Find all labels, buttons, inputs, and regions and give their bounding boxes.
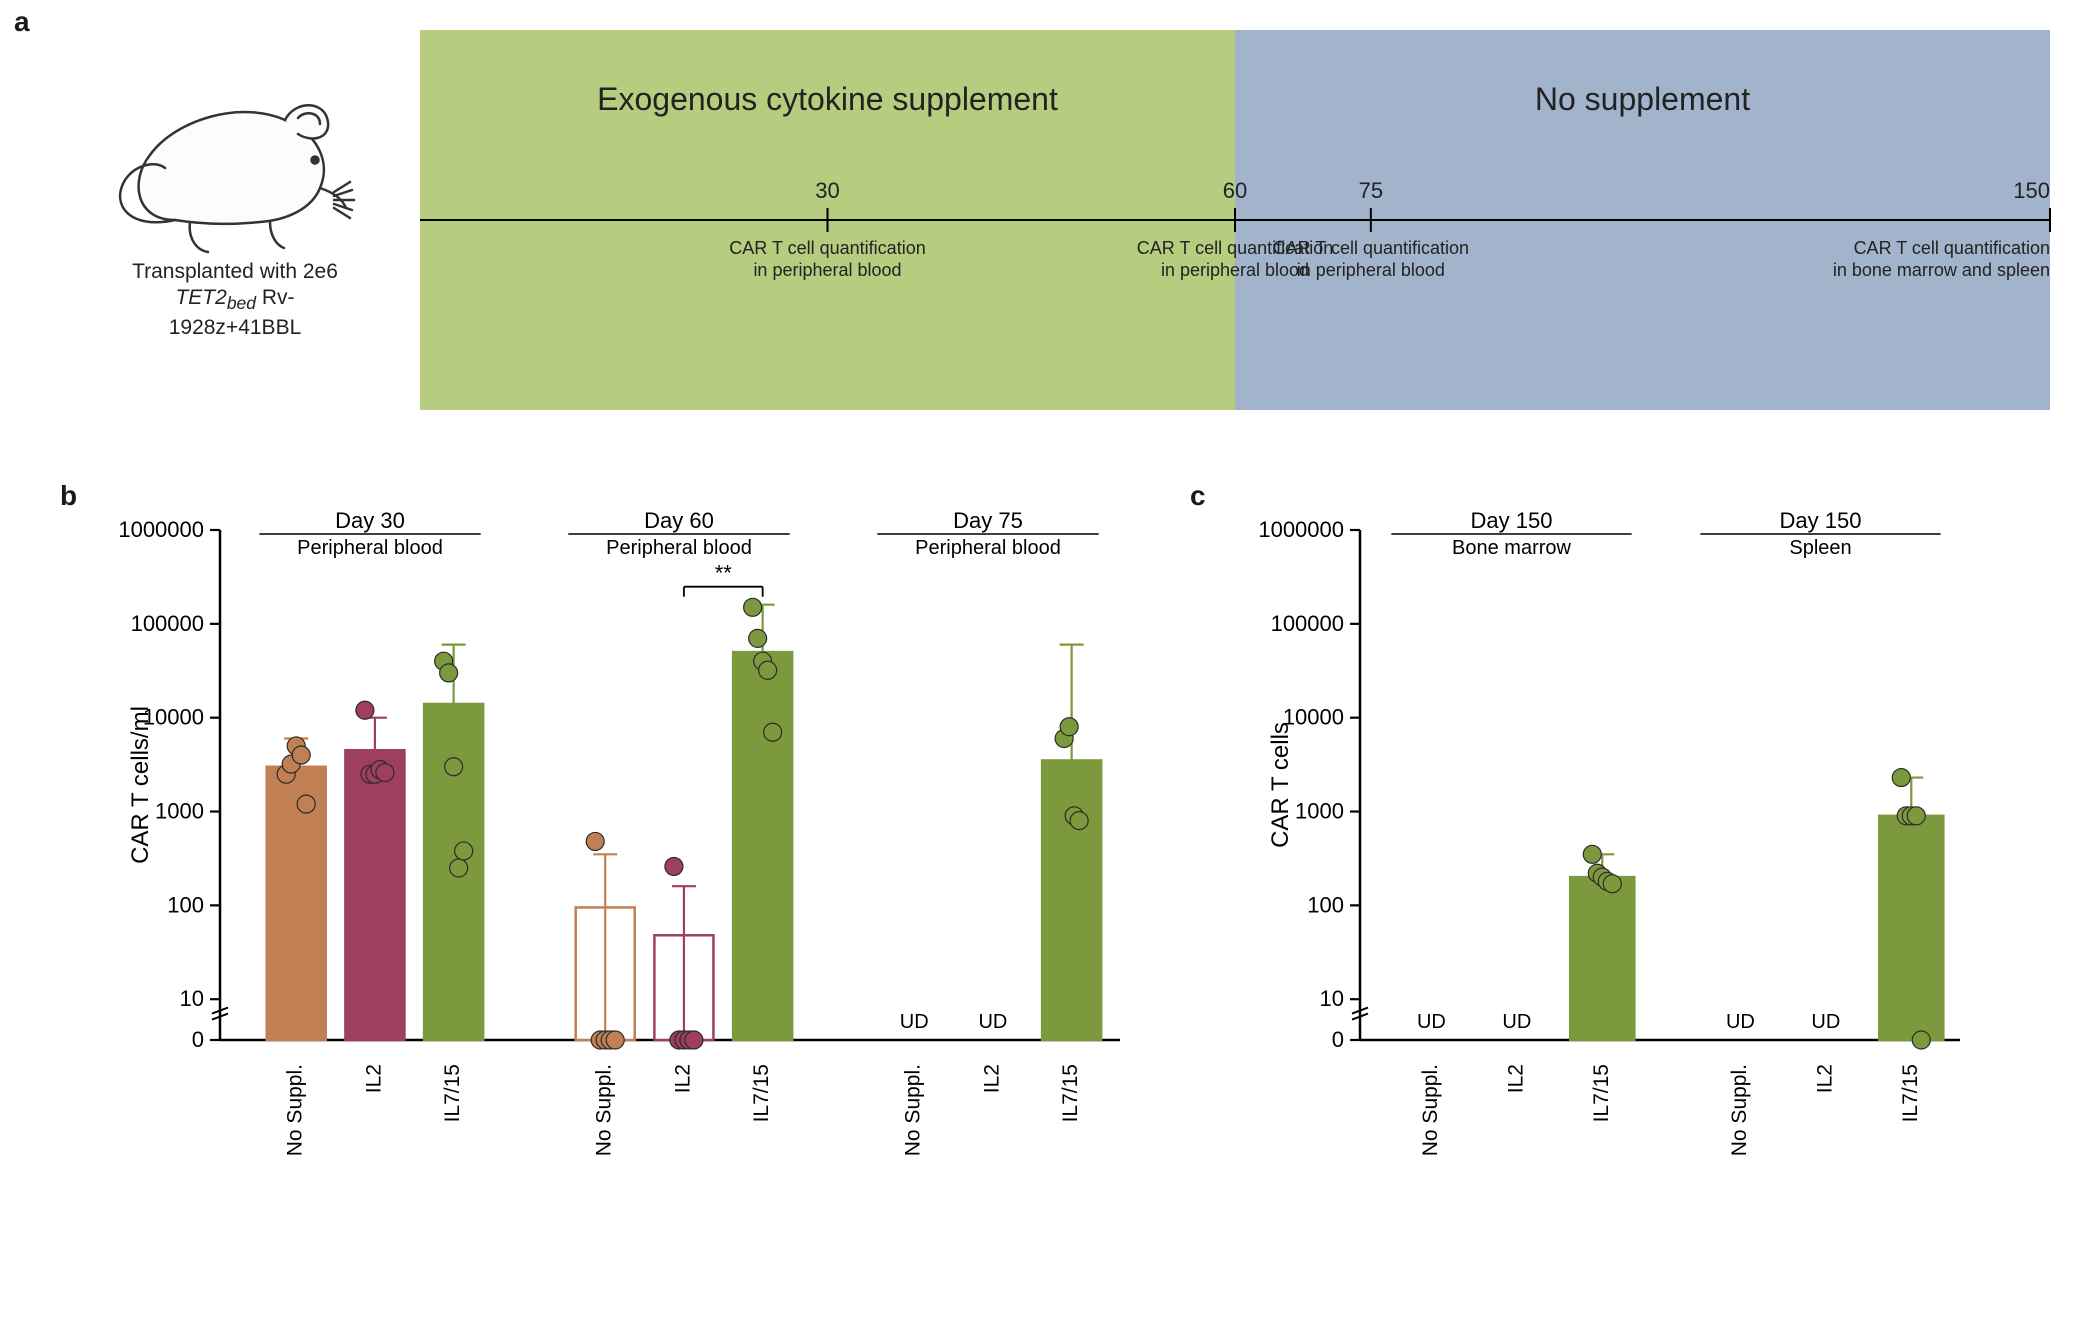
svg-text:CAR T cell quantification: CAR T cell quantification <box>729 238 925 258</box>
chart-c: 0101001000100001000001000000CAR T cellsD… <box>1250 500 1970 1265</box>
svg-text:IL2: IL2 <box>980 1064 1003 1093</box>
mouse-caption: Transplanted with 2e6 TET2bed Rv-1928z+4… <box>120 259 350 342</box>
svg-text:No Suppl.: No Suppl. <box>1728 1064 1751 1156</box>
svg-text:UD: UD <box>1726 1011 1755 1033</box>
svg-text:No Suppl.: No Suppl. <box>1419 1064 1442 1156</box>
svg-text:0: 0 <box>192 1027 204 1052</box>
svg-text:Day 75: Day 75 <box>953 508 1023 533</box>
svg-text:IL2: IL2 <box>1813 1064 1836 1093</box>
figure-root: a <box>0 0 2100 1332</box>
mouse-container: Transplanted with 2e6 TET2bed Rv-1928z+4… <box>120 60 350 342</box>
svg-text:CAR T cells: CAR T cells <box>1267 722 1294 848</box>
svg-text:60: 60 <box>1223 178 1247 203</box>
svg-text:1000000: 1000000 <box>118 517 204 542</box>
svg-text:100000: 100000 <box>131 611 204 636</box>
svg-text:1000: 1000 <box>155 799 204 824</box>
svg-text:IL7/15: IL7/15 <box>750 1064 773 1122</box>
svg-text:UD: UD <box>1417 1011 1446 1033</box>
svg-text:IL7/15: IL7/15 <box>1590 1064 1613 1122</box>
svg-text:100: 100 <box>1307 892 1344 917</box>
svg-text:No Suppl.: No Suppl. <box>593 1064 616 1156</box>
svg-text:75: 75 <box>1359 178 1383 203</box>
svg-text:Bone marrow: Bone marrow <box>1452 537 1571 559</box>
svg-text:No Suppl.: No Suppl. <box>284 1064 307 1156</box>
mouse-caption-prefix: TET2 <box>175 286 226 309</box>
panel-b-letter: b <box>60 480 77 512</box>
svg-text:CAR T cell quantification: CAR T cell quantification <box>1273 238 1469 258</box>
svg-text:in bone marrow and spleen: in bone marrow and spleen <box>1833 260 2050 280</box>
svg-text:Day 150: Day 150 <box>1471 508 1553 533</box>
svg-text:in peripheral blood: in peripheral blood <box>1297 260 1445 280</box>
chart-b: 0101001000100001000001000000CAR T cells/… <box>110 500 1130 1265</box>
svg-text:in peripheral blood: in peripheral blood <box>1161 260 1309 280</box>
svg-text:No supplement: No supplement <box>1535 81 1750 117</box>
svg-text:IL2: IL2 <box>362 1064 385 1093</box>
mouse-icon <box>120 60 350 260</box>
svg-text:IL2: IL2 <box>671 1064 694 1093</box>
svg-text:100000: 100000 <box>1271 611 1344 636</box>
svg-text:Peripheral blood: Peripheral blood <box>297 537 443 559</box>
svg-text:Day 150: Day 150 <box>1780 508 1862 533</box>
svg-text:UD: UD <box>1811 1011 1840 1033</box>
svg-text:30: 30 <box>815 178 839 203</box>
svg-text:No Suppl.: No Suppl. <box>902 1064 925 1156</box>
svg-text:Day 30: Day 30 <box>335 508 405 533</box>
svg-text:150: 150 <box>2013 178 2050 203</box>
svg-text:IL2: IL2 <box>1504 1064 1527 1093</box>
svg-text:IL7/15: IL7/15 <box>441 1064 464 1122</box>
mouse-caption-line1: Transplanted with 2e6 <box>120 259 350 285</box>
svg-text:IL7/15: IL7/15 <box>1899 1064 1922 1122</box>
mouse-caption-sub: bed <box>227 293 256 313</box>
svg-text:IL7/15: IL7/15 <box>1059 1064 1082 1122</box>
timeline: Exogenous cytokine supplement No suppleme… <box>420 30 2050 410</box>
mouse-caption-line2: TET2bed Rv-1928z+41BBL <box>120 285 350 341</box>
svg-text:CAR T cells/ml: CAR T cells/ml <box>127 706 154 864</box>
svg-text:10: 10 <box>180 986 204 1011</box>
svg-text:CAR T cell quantification: CAR T cell quantification <box>1854 238 2050 258</box>
svg-text:UD: UD <box>1502 1011 1531 1033</box>
svg-text:Exogenous cytokine supplement: Exogenous cytokine supplement <box>597 81 1058 117</box>
svg-text:10: 10 <box>1320 986 1344 1011</box>
svg-text:**: ** <box>715 561 733 586</box>
svg-text:Peripheral blood: Peripheral blood <box>606 537 752 559</box>
svg-text:Peripheral blood: Peripheral blood <box>915 537 1061 559</box>
svg-text:100: 100 <box>167 892 204 917</box>
svg-text:UD: UD <box>900 1011 929 1033</box>
svg-text:0: 0 <box>1332 1027 1344 1052</box>
svg-text:1000000: 1000000 <box>1258 517 1344 542</box>
panel-c-letter: c <box>1190 480 1206 512</box>
svg-text:Spleen: Spleen <box>1789 537 1851 559</box>
svg-text:1000: 1000 <box>1295 799 1344 824</box>
svg-text:Day 60: Day 60 <box>644 508 714 533</box>
panel-a-letter: a <box>14 6 30 38</box>
svg-text:UD: UD <box>978 1011 1007 1033</box>
svg-text:in peripheral blood: in peripheral blood <box>753 260 901 280</box>
